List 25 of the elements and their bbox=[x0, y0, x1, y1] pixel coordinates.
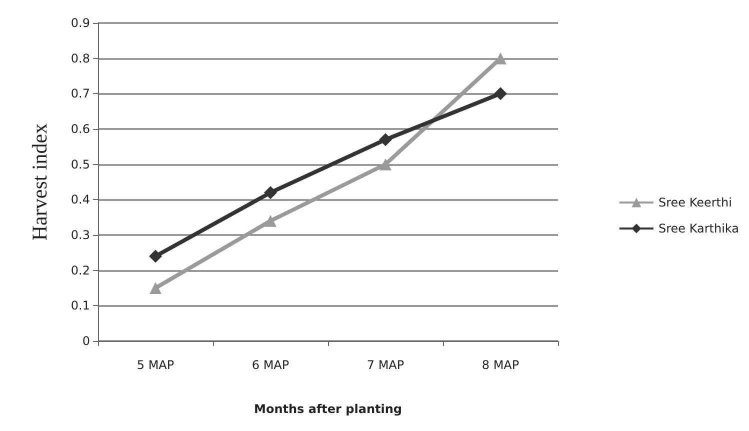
y-tick-label: 0.7 bbox=[70, 86, 90, 101]
point bbox=[149, 250, 162, 263]
y-tick-label: 0.5 bbox=[70, 157, 90, 172]
point bbox=[150, 282, 162, 294]
y-axis-title: Harvest index bbox=[28, 122, 52, 241]
point bbox=[264, 214, 276, 227]
x-tick-label: 7 MAP bbox=[366, 358, 404, 372]
y-tick-label: 0.3 bbox=[70, 228, 90, 242]
y-tick-label: 0 bbox=[82, 334, 90, 348]
x-axis-title: Months after planting bbox=[254, 402, 402, 416]
y-tick-label: 0.6 bbox=[70, 122, 90, 136]
x-tick-label: 8 MAP bbox=[482, 358, 520, 372]
point bbox=[380, 158, 392, 170]
point bbox=[379, 133, 392, 146]
y-tick-label: 0.9 bbox=[70, 16, 90, 30]
y-tick-label: 0.4 bbox=[70, 192, 90, 207]
legend-label: Sree Keerthi bbox=[658, 196, 732, 210]
y-tick-label: 0.1 bbox=[70, 298, 90, 313]
y-tick-label: 0.8 bbox=[70, 51, 90, 66]
legend-label: Sree Karthika bbox=[658, 222, 740, 236]
x-tick-label: 5 MAP bbox=[136, 358, 174, 372]
x-tick-label: 6 MAP bbox=[252, 358, 290, 372]
point bbox=[264, 186, 277, 200]
y-tick-label: 0.2 bbox=[70, 263, 90, 278]
point bbox=[494, 87, 507, 100]
